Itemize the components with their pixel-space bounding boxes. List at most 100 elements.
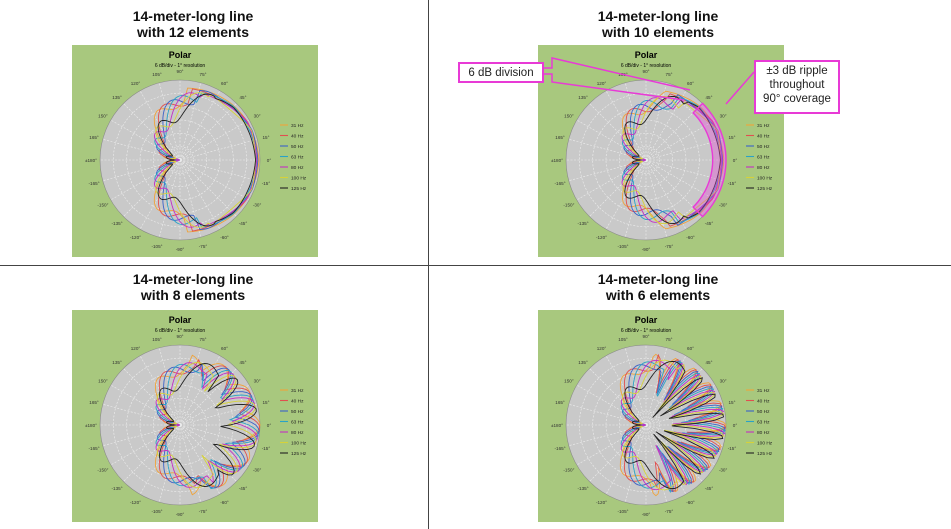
angle-tick-label: 90° [177,69,184,74]
angle-tick-label: -15° [728,446,737,451]
grid-spoke [625,347,647,426]
series-line-50hz [156,89,259,231]
angle-tick-label: -45° [239,486,248,491]
angle-tick-label: 150° [564,379,574,384]
angle-tick-label: -15° [728,181,737,186]
angle-tick-label: 120° [131,81,141,86]
angle-tick-label: 30° [254,114,261,119]
angle-tick-label: 0° [733,423,738,428]
panel-title-line-2: with 6 elements [605,287,711,303]
series-line-40hz [158,358,261,488]
angle-tick-label: 90° [643,69,650,74]
legend-label: 63 Hz [291,154,304,160]
angle-tick-label: -105° [151,244,162,249]
angle-tick-label: -120° [130,235,141,240]
grid-spoke [102,159,181,181]
series-line-50hz [156,363,260,489]
series-line-63hz [155,363,259,490]
grid-ring [619,133,673,187]
angle-tick-label: -75° [665,509,674,514]
grid-ring [632,411,660,439]
grid-spoke [110,424,181,466]
grid-spoke [139,90,181,161]
angle-tick-label: 45° [705,360,712,365]
legend-label: 80 Hz [757,430,770,436]
angle-tick-label: -60° [220,235,229,240]
chart-subtitle: 6 dB/div - 1° resolution [155,328,206,334]
grid-spoke [123,159,181,217]
grid-spoke [179,159,237,217]
grid-spoke [110,384,181,426]
angle-tick-label: -15° [262,181,271,186]
legend-label: 40 Hz [291,398,304,404]
angle-tick-label: 120° [597,81,607,86]
grid-spoke [576,159,647,201]
grid-spoke [179,139,258,161]
grid-spoke [589,424,647,482]
angle-tick-label: 45° [239,95,246,100]
legend-label: 31 Hz [757,388,770,394]
legend-label: 100 Hz [757,175,773,181]
angle-tick-label: -105° [617,244,628,249]
grid-spoke [589,159,647,217]
legend-label: 63 Hz [291,419,304,425]
series-line-125hz [159,363,257,487]
legend-label: 31 Hz [757,123,770,129]
callout-leader-lines [544,57,755,105]
legend-label: 63 Hz [757,419,770,425]
angle-tick-label: 165° [555,400,565,405]
angle-tick-label: -15° [262,446,271,451]
angle-tick-label: 150° [98,379,108,384]
angle-tick-label: 0° [267,158,272,163]
legend-label: 80 Hz [291,430,304,436]
angle-tick-label: 0° [733,158,738,163]
angle-tick-label: 30° [254,379,261,384]
angle-tick-label: -90° [176,512,185,517]
legend-label: 100 Hz [291,440,307,446]
angle-tick-label: -60° [220,500,229,505]
panel-title-line-2: with 10 elements [601,24,715,40]
angle-tick-label: -30° [719,203,728,208]
grid-spoke [645,159,667,238]
grid-spoke [159,347,181,426]
grid-spoke [568,139,647,161]
leader-6db-2 [544,73,685,101]
angle-tick-label: 165° [555,135,565,140]
grid-spoke [123,368,181,426]
angle-tick-label: -90° [176,247,185,252]
grid-ring [166,146,194,174]
chart-title: Polar [635,315,658,325]
angle-tick-label: ±180° [551,423,563,428]
callout-6db-division: 6 dB division [458,62,544,83]
legend-label: 40 Hz [757,398,770,404]
angle-tick-label: ±180° [85,158,97,163]
angle-tick-label: -165° [89,446,100,451]
legend-label: 80 Hz [291,165,304,171]
angle-tick-label: -135° [112,486,123,491]
angle-tick-label: 135° [112,95,122,100]
grid-spoke [179,159,221,230]
angle-tick-label: 105° [152,337,162,342]
legend-label: 100 Hz [757,440,773,446]
grid-spoke [179,90,221,161]
angle-tick-label: -150° [97,468,108,473]
angle-tick-label: -135° [578,221,589,226]
angle-tick-label: 30° [720,114,727,119]
legend-label: 50 Hz [291,409,304,415]
grid-spoke [645,82,667,161]
angle-tick-label: 60° [221,81,228,86]
angle-tick-label: -90° [642,247,651,252]
angle-tick-label: -165° [555,181,566,186]
legend-label: 50 Hz [757,409,770,415]
grid-spoke [102,139,181,161]
grid-ring [166,411,194,439]
vertical-divider [428,0,429,529]
legend-label: 31 Hz [291,388,304,394]
angle-tick-label: 60° [221,346,228,351]
angle-tick-label: -45° [239,221,248,226]
angle-tick-label: 150° [98,114,108,119]
angle-tick-label: 75° [200,337,207,342]
angle-tick-label: -120° [596,235,607,240]
